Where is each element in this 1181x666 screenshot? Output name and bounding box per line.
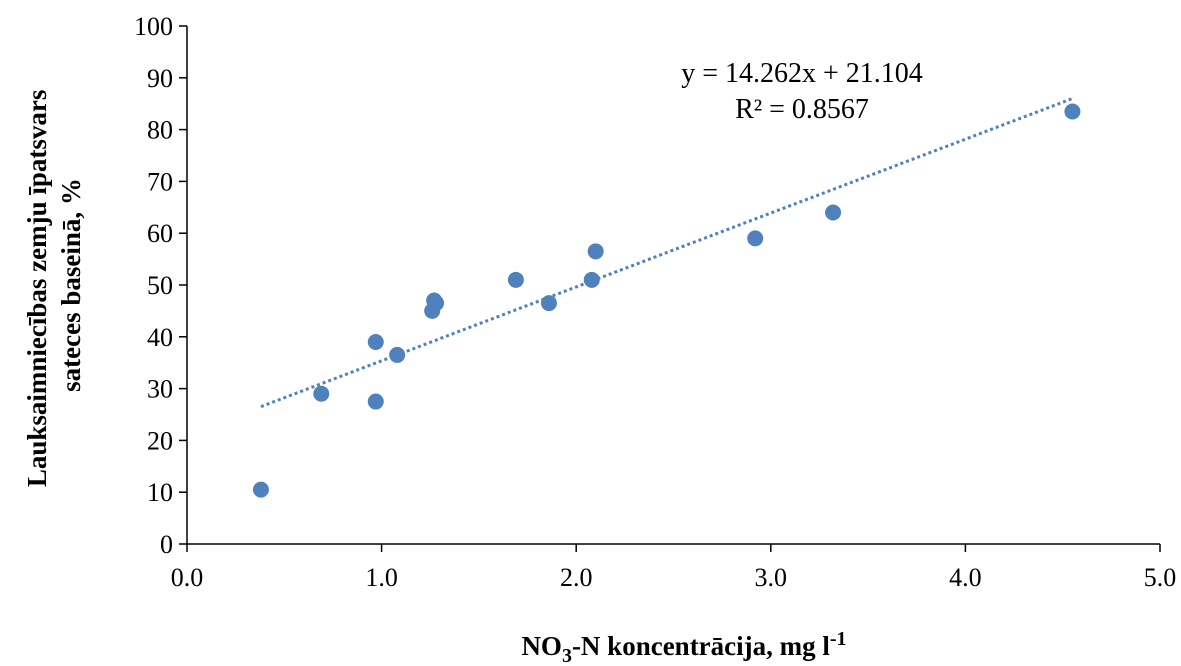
y-tick-label: 50 — [147, 271, 173, 300]
x-axis-title-subscript: 3 — [562, 645, 572, 666]
y-tick-label: 70 — [147, 167, 173, 196]
trendline-r-squared: R² = 0.8567 — [735, 94, 869, 125]
data-points — [252, 103, 1081, 498]
y-tick-label: 90 — [147, 64, 173, 93]
x-tick-label: 4.0 — [949, 563, 982, 592]
data-point — [252, 481, 269, 498]
data-point — [825, 204, 842, 221]
y-axis-title-line-2: sateces baseinā, % — [56, 178, 86, 392]
data-point — [587, 243, 604, 260]
data-point — [507, 271, 524, 288]
y-axis-title-line-1: Lauksaimniecības zemju īpatsvars — [22, 90, 52, 488]
data-point — [389, 346, 406, 363]
y-axis-ticks: 0 10 20 30 40 50 60 70 80 90 100 — [134, 12, 187, 559]
data-point — [1064, 103, 1081, 120]
data-point — [747, 230, 764, 247]
trendline-equation: y = 14.262x + 21.104 — [681, 58, 923, 89]
x-tick-label: 1.0 — [365, 563, 398, 592]
x-tick-label: 0.0 — [171, 563, 204, 592]
data-point — [583, 271, 600, 288]
trendline-group — [260, 97, 1073, 409]
y-tick-label: 30 — [147, 375, 173, 404]
x-axis-title-superscript: -1 — [830, 628, 847, 650]
y-tick-label: 100 — [134, 12, 173, 41]
x-axis-ticks: 0.0 1.0 2.0 3.0 4.0 5.0 — [171, 544, 1177, 592]
x-axis-title: NO3-N koncentrācija, mg l-1 — [521, 628, 846, 666]
data-point — [367, 333, 384, 350]
x-tick-label: 3.0 — [755, 563, 788, 592]
data-point — [313, 385, 330, 402]
y-tick-label: 60 — [147, 219, 173, 248]
x-axis-title-main: -N koncentrācija, mg l — [572, 631, 830, 661]
y-tick-label: 40 — [147, 323, 173, 352]
data-point — [540, 295, 557, 312]
y-axis-title: Lauksaimniecības zemju īpatsvars sateces… — [22, 83, 86, 487]
x-tick-label: 5.0 — [1144, 563, 1177, 592]
y-tick-label: 0 — [160, 530, 173, 559]
x-axis-title-base: NO — [521, 631, 562, 661]
x-tick-label: 2.0 — [560, 563, 593, 592]
axes — [186, 26, 1160, 545]
data-point — [367, 393, 384, 410]
data-point — [428, 295, 445, 312]
y-tick-label: 80 — [147, 116, 173, 145]
trendline — [260, 97, 1073, 409]
y-tick-label: 20 — [147, 426, 173, 455]
y-tick-label: 10 — [147, 478, 173, 507]
